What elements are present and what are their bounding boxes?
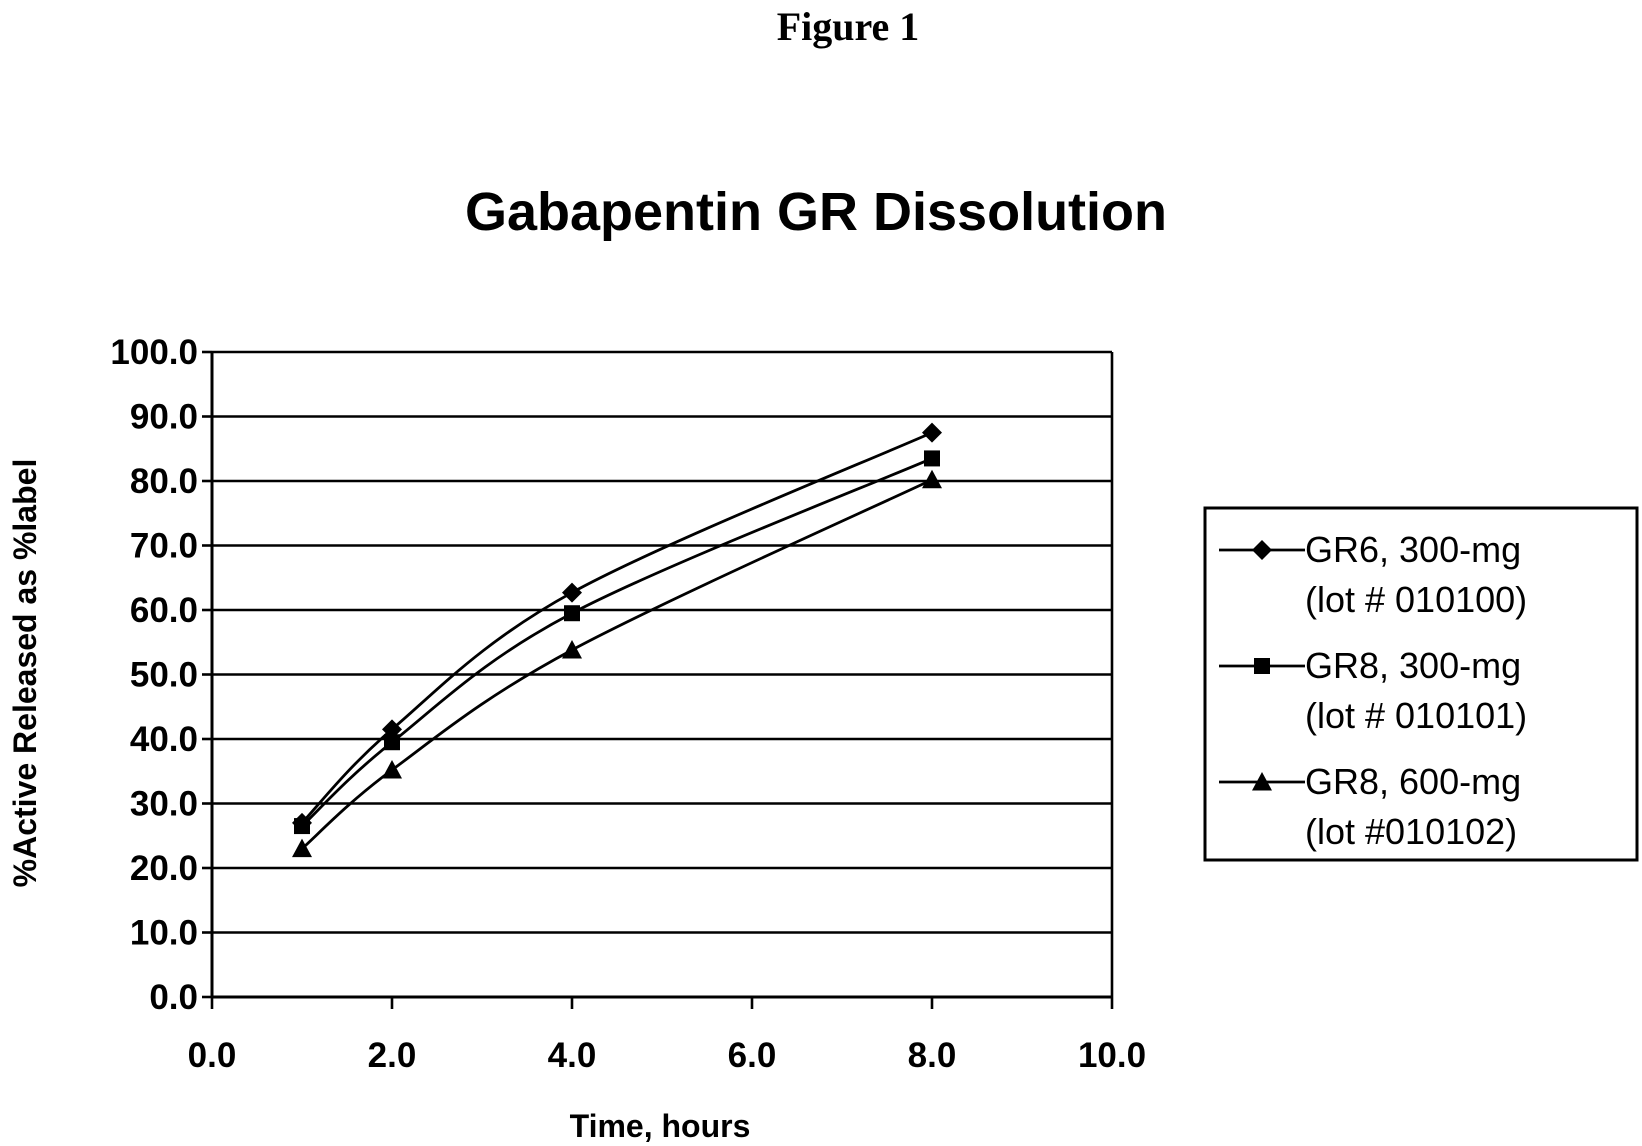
x-tick-label: 0.0 [188,1036,237,1075]
data-point [924,450,940,467]
legend-box [1203,506,1639,862]
series-line-2 [301,457,933,828]
x-tick-label: 2.0 [368,1036,417,1075]
legend: GR6, 300-mg (lot # 010100) GR8, 300-mg (lot… [1203,506,1639,862]
data-point [292,838,312,858]
series-2 [294,450,940,835]
legend-marker [1252,772,1272,791]
grid-layer [212,350,1112,934]
data-point [564,605,580,622]
axis-layer: 0.0 10.0 20.0 30.0 40.0 50.0 60.0 70.0 80.0 90.0 1… [110,333,1146,1075]
y-tick-label: 100.0 [110,333,198,372]
y-tick-label: 10.0 [130,914,198,953]
data-point [382,759,402,779]
data-point [922,469,942,489]
legend-label: (lot #010102) [1305,811,1517,852]
series-3 [292,469,942,858]
y-tick-label: 90.0 [130,398,198,437]
legend-item-3: GR8, 600-mg (lot #010102) [1219,761,1521,852]
y-tick-label: 50.0 [130,656,198,695]
legend-marker [1254,658,1270,674]
x-axis-title: Time, hours [570,1108,751,1144]
legend-label: GR8, 600-mg [1305,761,1521,802]
data-point [562,582,582,603]
x-tick-label: 8.0 [908,1036,957,1075]
y-tick-label: 30.0 [130,785,198,824]
legend-marker [1252,540,1272,560]
data-point [294,818,310,835]
y-axis-title: %Active Released as %label [7,459,43,888]
legend-label: (lot # 010101) [1305,695,1527,736]
legend-label: GR6, 300-mg [1305,529,1521,570]
series-line-3 [301,478,933,850]
series-layer [292,422,942,858]
data-point [922,422,942,443]
x-tick-label: 4.0 [548,1036,597,1075]
series-line-1 [300,431,933,824]
y-tick-label: 80.0 [130,462,198,501]
legend-item-1: GR6, 300-mg (lot # 010100) [1219,529,1527,620]
data-point [384,734,400,751]
x-tick-label: 6.0 [728,1036,777,1075]
legend-item-2: GR8, 300-mg (lot # 010101) [1219,645,1527,736]
figure-label: Figure 1 [777,4,920,49]
y-tick-label: 20.0 [130,849,198,888]
y-tick-label: 60.0 [130,591,198,630]
x-tick-label: 10.0 [1078,1036,1146,1075]
data-point [562,639,582,659]
y-tick-label: 70.0 [130,527,198,566]
legend-label: GR8, 300-mg [1305,645,1521,686]
legend-label: (lot # 010100) [1305,579,1527,620]
y-tick-label: 40.0 [130,720,198,759]
y-tick-label: 0.0 [149,978,198,1017]
chart-title: Gabapentin GR Dissolution [465,182,1167,242]
